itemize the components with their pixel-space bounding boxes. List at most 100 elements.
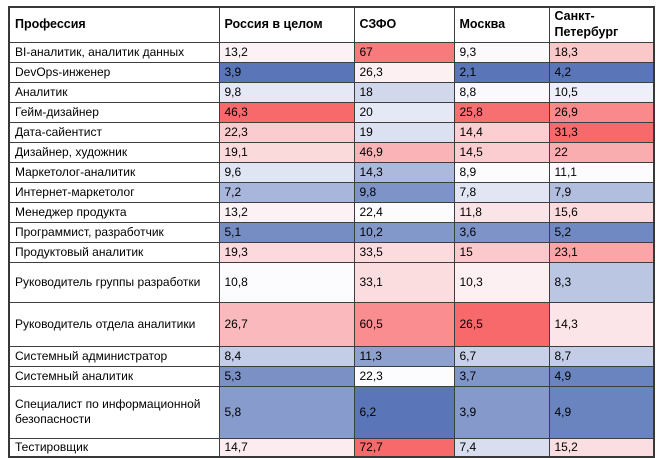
profession-cell: Тестировщик	[8, 437, 220, 457]
profession-cell: Программист, разработчик	[8, 221, 220, 243]
table-row: Аналитик 9,8 18 8,8 10,5	[8, 81, 655, 103]
value-cell: 4,9	[548, 385, 655, 439]
value-cell: 6,2	[353, 385, 455, 439]
column-header: Россия в целом	[218, 6, 355, 43]
table-row: DevOps-инженер 3,9 26,3 2,1 4,2	[8, 61, 655, 83]
value-cell: 72,7	[353, 437, 455, 457]
value-cell: 3,6	[453, 221, 550, 243]
value-cell: 26,3	[353, 61, 455, 83]
value-cell: 22,3	[353, 365, 455, 387]
profession-cell: Специалист по информационной безопасност…	[8, 385, 220, 439]
profession-cell: Гейм-дизайнер	[8, 101, 220, 123]
profession-cell: Маркетолог-аналитик	[8, 161, 220, 183]
profession-cell: Интернет-маркетолог	[8, 181, 220, 203]
value-cell: 11,1	[548, 161, 655, 183]
value-cell: 13,2	[218, 201, 355, 223]
column-header: СЗФО	[353, 6, 455, 43]
value-cell: 3,9	[453, 385, 550, 439]
value-cell: 14,3	[353, 161, 455, 183]
value-cell: 7,9	[548, 181, 655, 203]
table-row: Тестировщик 14,7 72,7 7,4 15,2	[8, 437, 655, 457]
table-row: Менеджер продукта 13,2 22,4 11,8 15,6	[8, 201, 655, 223]
value-cell: 26,7	[218, 301, 355, 347]
value-cell: 7,8	[453, 181, 550, 203]
profession-cell: Системный аналитик	[8, 365, 220, 387]
value-cell: 15,2	[548, 437, 655, 457]
value-cell: 6,7	[453, 345, 550, 367]
value-cell: 10,3	[453, 261, 550, 303]
header-row: Профессия Россия в целом СЗФО Москва Санкт-П…	[8, 6, 655, 43]
table-row: Дизайнер, художник 19,1 46,9 14,5 22	[8, 141, 655, 163]
profession-cell: DevOps-инженер	[8, 61, 220, 83]
value-cell: 25,8	[453, 101, 550, 123]
table-row: BI-аналитик, аналитик данных 13,2 67 9,3 18,…	[8, 41, 655, 63]
value-cell: 22,4	[353, 201, 455, 223]
value-cell: 19,1	[218, 141, 355, 163]
value-cell: 14,3	[548, 301, 655, 347]
professions-heatmap: Профессия Россия в целом СЗФО Москва Санкт-П…	[8, 6, 655, 458]
table-header: Профессия Россия в целом СЗФО Москва Санкт-П…	[8, 6, 655, 43]
value-cell: 33,1	[353, 261, 455, 303]
value-cell: 26,5	[453, 301, 550, 347]
value-cell: 5,3	[218, 365, 355, 387]
table-body: BI-аналитик, аналитик данных 13,2 67 9,3 18,…	[8, 41, 655, 457]
value-cell: 18	[353, 81, 455, 103]
table-row: Руководитель отдела аналитики 26,7 60,5 26,…	[8, 301, 655, 347]
table-row: Системный администратор 8,4 11,3 6,7 8,7	[8, 345, 655, 367]
value-cell: 22,3	[218, 121, 355, 143]
value-cell: 3,7	[453, 365, 550, 387]
value-cell: 9,8	[218, 81, 355, 103]
table-row: Программист, разработчик 5,1 10,2 3,6 5,2	[8, 221, 655, 243]
profession-cell: BI-аналитик, аналитик данных	[8, 41, 220, 63]
profession-cell: Руководитель группы разработки	[8, 261, 220, 303]
value-cell: 31,3	[548, 121, 655, 143]
value-cell: 15	[453, 241, 550, 263]
table-row: Системный аналитик 5,3 22,3 3,7 4,9	[8, 365, 655, 387]
value-cell: 8,4	[218, 345, 355, 367]
value-cell: 10,8	[218, 261, 355, 303]
value-cell: 10,2	[353, 221, 455, 243]
professions-table: Профессия Россия в целом СЗФО Москва Санкт-П…	[8, 6, 655, 458]
table-row: Дата-сайентист 22,3 19 14,4 31,3	[8, 121, 655, 143]
value-cell: 8,8	[453, 81, 550, 103]
table-row: Руководитель группы разработки 10,8 33,1 10…	[8, 261, 655, 303]
value-cell: 18,3	[548, 41, 655, 63]
value-cell: 2,1	[453, 61, 550, 83]
profession-cell: Дизайнер, художник	[8, 141, 220, 163]
value-cell: 8,7	[548, 345, 655, 367]
value-cell: 9,8	[353, 181, 455, 203]
value-cell: 46,9	[353, 141, 455, 163]
value-cell: 60,5	[353, 301, 455, 347]
value-cell: 5,1	[218, 221, 355, 243]
table-row: Интернет-маркетолог 7,2 9,8 7,8 7,9	[8, 181, 655, 203]
value-cell: 26,9	[548, 101, 655, 123]
value-cell: 14,7	[218, 437, 355, 457]
value-cell: 11,3	[353, 345, 455, 367]
profession-cell: Руководитель отдела аналитики	[8, 301, 220, 347]
profession-cell: Аналитик	[8, 81, 220, 103]
profession-cell: Менеджер продукта	[8, 201, 220, 223]
value-cell: 4,2	[548, 61, 655, 83]
profession-cell: Дата-сайентист	[8, 121, 220, 143]
value-cell: 7,4	[453, 437, 550, 457]
profession-cell: Продуктовый аналитик	[8, 241, 220, 263]
value-cell: 23,1	[548, 241, 655, 263]
value-cell: 9,3	[453, 41, 550, 63]
value-cell: 7,2	[218, 181, 355, 203]
value-cell: 3,9	[218, 61, 355, 83]
table-row: Продуктовый аналитик 19,3 33,5 15 23,1	[8, 241, 655, 263]
value-cell: 5,8	[218, 385, 355, 439]
value-cell: 22	[548, 141, 655, 163]
value-cell: 14,5	[453, 141, 550, 163]
column-header: Профессия	[8, 6, 220, 43]
value-cell: 5,2	[548, 221, 655, 243]
value-cell: 14,4	[453, 121, 550, 143]
value-cell: 46,3	[218, 101, 355, 123]
table-row: Маркетолог-аналитик 9,6 14,3 8,9 11,1	[8, 161, 655, 183]
value-cell: 15,6	[548, 201, 655, 223]
value-cell: 11,8	[453, 201, 550, 223]
table-row: Гейм-дизайнер 46,3 20 25,8 26,9	[8, 101, 655, 123]
value-cell: 19,3	[218, 241, 355, 263]
value-cell: 20	[353, 101, 455, 123]
value-cell: 4,9	[548, 365, 655, 387]
